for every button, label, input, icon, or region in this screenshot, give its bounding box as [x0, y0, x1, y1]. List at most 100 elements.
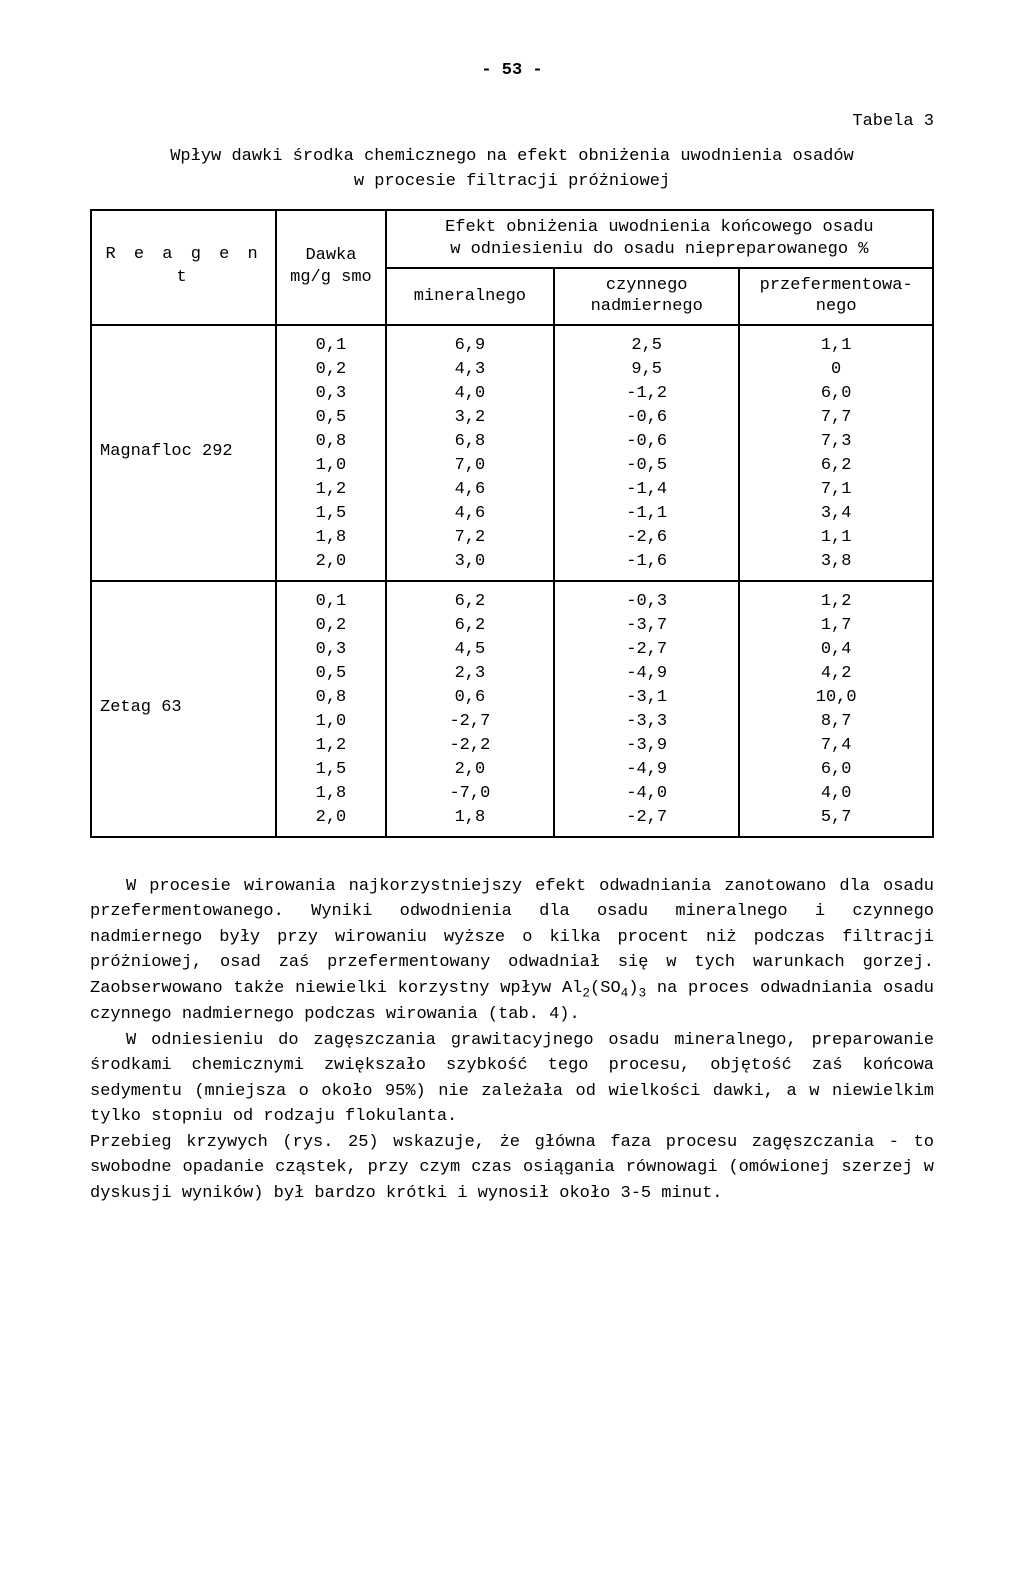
hdr-dawka-l1: Dawka [305, 246, 356, 265]
value: 2,5 [557, 334, 736, 358]
value: 4,0 [742, 782, 930, 806]
value: 1,2 [279, 734, 382, 758]
data-cell: 0,10,20,30,50,81,01,21,51,82,0 [276, 581, 385, 837]
value: 1,2 [742, 590, 930, 614]
value: 1,7 [742, 614, 930, 638]
value: 4,2 [742, 662, 930, 686]
value: 1,2 [279, 478, 382, 502]
body-para-2: W odniesieniu do zagęszczania grawitacyj… [90, 1028, 934, 1130]
value: -1,1 [557, 502, 736, 526]
value: 0,2 [279, 358, 382, 382]
value: 1,8 [389, 806, 551, 830]
reagent-cell: Magnafloc 292 [91, 325, 276, 581]
hdr-dawka: Dawka mg/g smo [276, 210, 385, 325]
value: -0,5 [557, 454, 736, 478]
data-cell: 1,106,07,77,36,27,13,41,13,8 [739, 325, 933, 581]
data-cell: 6,26,24,52,30,6-2,7-2,22,0-7,01,8 [386, 581, 554, 837]
body-text-mid1: (SO [590, 979, 621, 998]
value: -1,4 [557, 478, 736, 502]
data-cell: 6,94,34,03,26,87,04,64,67,23,0 [386, 325, 554, 581]
value: 6,2 [742, 454, 930, 478]
value: 7,1 [742, 478, 930, 502]
value: 3,4 [742, 502, 930, 526]
value: 1,5 [279, 758, 382, 782]
value: 6,9 [389, 334, 551, 358]
body-para-1: W procesie wirowania najkorzystniejszy e… [90, 874, 934, 1028]
value: -2,6 [557, 526, 736, 550]
value: 6,8 [389, 430, 551, 454]
data-cell: 0,10,20,30,50,81,01,21,51,82,0 [276, 325, 385, 581]
body-para-3: Przebieg krzywych (rys. 25) wskazuje, że… [90, 1130, 934, 1207]
value: 1,0 [279, 710, 382, 734]
header-row-1: R e a g e n t Dawka mg/g smo Efekt obniż… [91, 210, 933, 268]
hdr-przef-l2: nego [816, 297, 857, 316]
value: 3,2 [389, 406, 551, 430]
value: 7,2 [389, 526, 551, 550]
value: 0,2 [279, 614, 382, 638]
hdr-efekt-l1: Efekt obniżenia uwodnienia końcowego osa… [445, 218, 873, 237]
value: 10,0 [742, 686, 930, 710]
data-cell: 1,21,70,44,210,08,77,46,04,05,7 [739, 581, 933, 837]
value: -3,3 [557, 710, 736, 734]
value: 4,0 [389, 382, 551, 406]
hdr-efekt: Efekt obniżenia uwodnienia końcowego osa… [386, 210, 933, 268]
table-label: Tabela 3 [90, 111, 934, 134]
value: 7,3 [742, 430, 930, 454]
value: 0,8 [279, 686, 382, 710]
hdr-czynnego-l2: nadmiernego [591, 297, 703, 316]
value: 1,5 [279, 502, 382, 526]
value: -0,6 [557, 430, 736, 454]
value: 1,1 [742, 334, 930, 358]
value: 1,1 [742, 526, 930, 550]
value: 5,7 [742, 806, 930, 830]
value: -4,9 [557, 758, 736, 782]
data-table: R e a g e n t Dawka mg/g smo Efekt obniż… [90, 209, 934, 838]
value: -3,9 [557, 734, 736, 758]
value: 6,2 [389, 614, 551, 638]
value: -2,2 [389, 734, 551, 758]
value: 7,4 [742, 734, 930, 758]
table-caption-line1: Wpływ dawki środka chemicznego na efekt … [170, 147, 854, 166]
value: 7,7 [742, 406, 930, 430]
value: -4,0 [557, 782, 736, 806]
value: -1,2 [557, 382, 736, 406]
value: -3,1 [557, 686, 736, 710]
value: 2,0 [279, 806, 382, 830]
page-number: - 53 - [90, 60, 934, 83]
value: 6,0 [742, 758, 930, 782]
value: 4,6 [389, 502, 551, 526]
value: 2,0 [389, 758, 551, 782]
value: 0,1 [279, 334, 382, 358]
hdr-czynnego: czynnego nadmiernego [554, 268, 739, 325]
value: 4,6 [389, 478, 551, 502]
body-text-mid2: ) [628, 979, 638, 998]
value: -4,9 [557, 662, 736, 686]
data-cell: -0,3-3,7-2,7-4,9-3,1-3,3-3,9-4,9-4,0-2,7 [554, 581, 739, 837]
value: 0,3 [279, 638, 382, 662]
hdr-mineralnego: mineralnego [386, 268, 554, 325]
value: -1,6 [557, 550, 736, 574]
value: 0,6 [389, 686, 551, 710]
value: -2,7 [557, 638, 736, 662]
value: 4,3 [389, 358, 551, 382]
value: 2,0 [279, 550, 382, 574]
hdr-przef-l1: przefermentowa- [760, 276, 913, 295]
value: 0,1 [279, 590, 382, 614]
value: 0 [742, 358, 930, 382]
hdr-dawka-l2: mg/g smo [290, 268, 372, 287]
value: -0,6 [557, 406, 736, 430]
value: -7,0 [389, 782, 551, 806]
value: 0,8 [279, 430, 382, 454]
value: -0,3 [557, 590, 736, 614]
value: 7,0 [389, 454, 551, 478]
value: 2,3 [389, 662, 551, 686]
value: 0,5 [279, 406, 382, 430]
value: 4,5 [389, 638, 551, 662]
value: -2,7 [389, 710, 551, 734]
sub-2: 2 [582, 985, 590, 1000]
value: 1,8 [279, 526, 382, 550]
hdr-czynnego-l1: czynnego [606, 276, 688, 295]
hdr-przefermentowanego: przefermentowa- nego [739, 268, 933, 325]
value: 3,0 [389, 550, 551, 574]
table-row: Magnafloc 2920,10,20,30,50,81,01,21,51,8… [91, 325, 933, 581]
